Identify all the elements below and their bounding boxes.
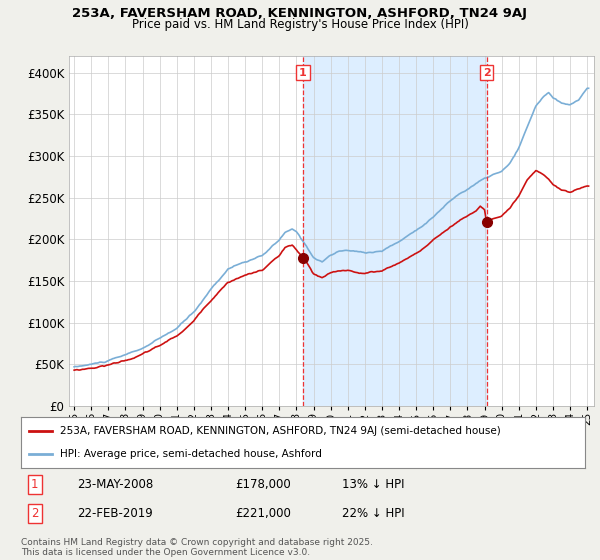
Text: £178,000: £178,000: [235, 478, 291, 491]
Text: 1: 1: [31, 478, 38, 491]
Bar: [303, 56, 487, 406]
Text: 22% ↓ HPI: 22% ↓ HPI: [343, 507, 405, 520]
Text: £221,000: £221,000: [235, 507, 291, 520]
Text: 13% ↓ HPI: 13% ↓ HPI: [343, 478, 405, 491]
Text: 1: 1: [299, 68, 307, 78]
Text: HPI: Average price, semi-detached house, Ashford: HPI: Average price, semi-detached house,…: [61, 449, 322, 459]
Text: 2: 2: [483, 68, 490, 78]
Text: Contains HM Land Registry data © Crown copyright and database right 2025.
This d: Contains HM Land Registry data © Crown c…: [21, 538, 373, 557]
Text: 2: 2: [31, 507, 38, 520]
Text: 22-FEB-2019: 22-FEB-2019: [77, 507, 153, 520]
Text: 23-MAY-2008: 23-MAY-2008: [77, 478, 154, 491]
Text: 253A, FAVERSHAM ROAD, KENNINGTON, ASHFORD, TN24 9AJ: 253A, FAVERSHAM ROAD, KENNINGTON, ASHFOR…: [73, 7, 527, 20]
Text: Price paid vs. HM Land Registry's House Price Index (HPI): Price paid vs. HM Land Registry's House …: [131, 18, 469, 31]
Text: 253A, FAVERSHAM ROAD, KENNINGTON, ASHFORD, TN24 9AJ (semi-detached house): 253A, FAVERSHAM ROAD, KENNINGTON, ASHFOR…: [61, 426, 501, 436]
